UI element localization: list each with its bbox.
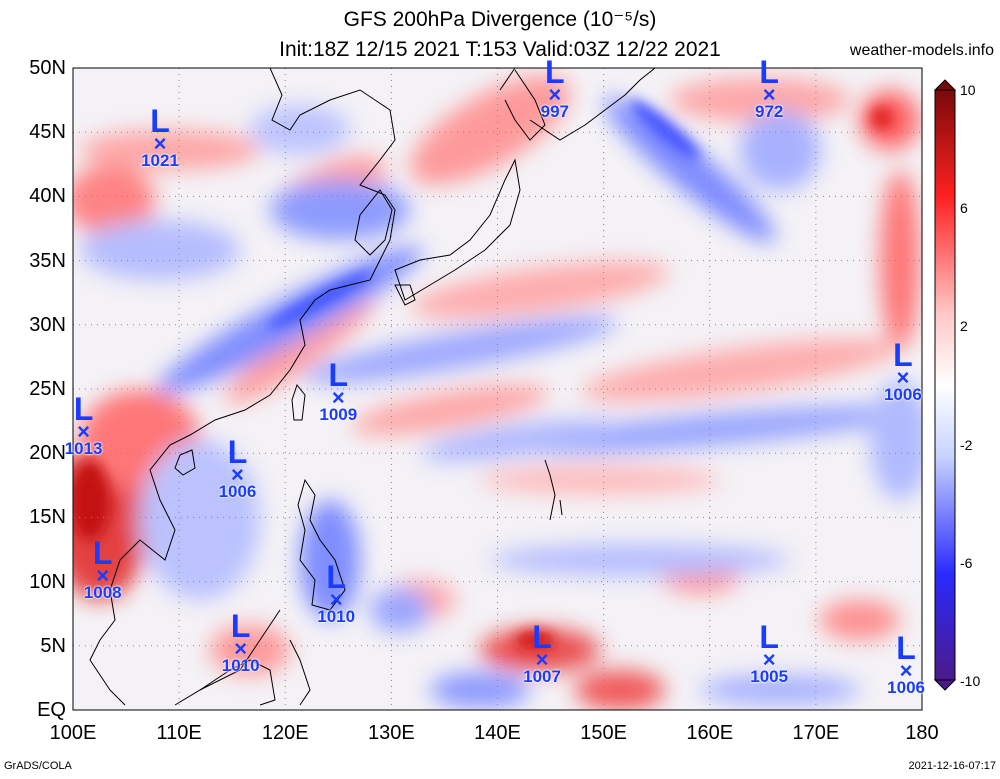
lat-label: 50N	[29, 57, 66, 79]
colorbar-label: -10	[960, 673, 981, 689]
lat-label: 40N	[29, 185, 66, 208]
low-pressure-marker: L × 1009	[298, 357, 378, 425]
lon-label: 110E	[156, 722, 202, 744]
divergence-field	[73, 68, 922, 710]
lat-label: EQ	[37, 699, 66, 721]
lat-label: 45N	[29, 121, 66, 144]
low-pressure-value: 972	[754, 102, 784, 122]
low-symbol: L	[230, 607, 251, 644]
low-symbol: L	[545, 54, 565, 91]
coastlines	[89, 68, 656, 706]
low-pressure-value: 1010	[221, 655, 260, 675]
low-pressure-marker: L × 972	[729, 54, 809, 122]
low-center-icon: ×	[153, 131, 167, 157]
low-pressure-value: 1006	[218, 482, 257, 502]
low-pressure-marker: L × 1006	[866, 629, 946, 697]
credit-left: GrADS/COLA	[4, 760, 72, 772]
low-pressure-marker: L × 1021	[120, 103, 200, 171]
low-pressure-marker: L × 1005	[729, 619, 809, 687]
colorbar-label: 6	[960, 200, 968, 216]
low-symbol: L	[893, 336, 913, 373]
low-pressure-marker: L × 1010	[201, 607, 281, 675]
map-border	[72, 67, 923, 711]
low-symbol: L	[73, 390, 94, 427]
low-symbol: L	[150, 103, 170, 140]
lat-label: 35N	[29, 249, 66, 272]
chart-title: GFS 200hPa Divergence (10⁻⁵/s)	[343, 8, 657, 31]
low-symbol: L	[92, 534, 113, 571]
low-pressure-value: 1007	[523, 667, 561, 687]
low-pressure-marker: L × 997	[515, 54, 595, 122]
low-center-icon: ×	[535, 647, 549, 673]
lat-label: 15N	[29, 506, 66, 529]
lat-label: 25N	[29, 378, 66, 400]
low-pressure-marker: L × 1010	[296, 558, 376, 626]
colorbar	[933, 79, 957, 691]
low-symbol: L	[326, 558, 346, 595]
low-pressure-marker: L × 1008	[63, 534, 143, 602]
colorbar-label: -6	[960, 555, 973, 571]
low-symbol: L	[532, 619, 552, 656]
low-pressure-value: 1008	[83, 582, 122, 602]
credit-right: 2021-12-16-07:17	[908, 760, 996, 772]
lon-label: 180	[905, 722, 939, 744]
low-pressure-value: 1006	[883, 384, 922, 404]
low-symbol: L	[759, 619, 779, 656]
lat-label: 30N	[29, 313, 66, 336]
colorbar-label: -2	[960, 437, 973, 453]
low-center-icon: ×	[96, 562, 110, 588]
low-center-icon: ×	[762, 647, 776, 673]
low-symbol: L	[759, 54, 779, 91]
low-pressure-value: 1009	[319, 405, 358, 425]
low-pressure-value: 1005	[750, 667, 789, 687]
lon-label: 140E	[474, 722, 521, 744]
low-center-icon: ×	[548, 82, 562, 108]
low-symbol: L	[328, 357, 349, 394]
lat-label: 5N	[40, 634, 66, 657]
lat-label: 20N	[29, 442, 66, 465]
low-center-icon: ×	[231, 462, 244, 488]
low-symbol: L	[896, 629, 916, 666]
chart-subtitle: Init:18Z 12/15 2021 T:153 Valid:03Z 12/2…	[279, 38, 721, 61]
lon-label: 130E	[368, 722, 415, 744]
lon-label: 120E	[261, 722, 309, 744]
low-center-icon: ×	[329, 586, 343, 612]
colorbar-label: 2	[960, 318, 968, 334]
low-center-icon: ×	[77, 418, 91, 444]
low-pressure-value: 997	[540, 102, 569, 122]
colorbar-label: 10	[960, 82, 976, 98]
lon-label: 170E	[792, 722, 840, 744]
low-pressure-value: 1021	[141, 151, 179, 171]
site-label: weather-models.info	[849, 42, 994, 59]
low-pressure-value: 1013	[64, 438, 103, 458]
low-pressure-value: 1010	[317, 606, 356, 626]
low-center-icon: ×	[331, 385, 345, 411]
low-symbol: L	[227, 434, 248, 471]
low-pressure-marker: L × 1007	[502, 619, 582, 687]
low-pressure-marker: L × 1006	[197, 434, 277, 502]
low-pressure-marker: L × 1006	[863, 336, 943, 404]
lat-label: 10N	[29, 570, 66, 593]
low-center-icon: ×	[899, 657, 913, 683]
low-center-icon: ×	[762, 82, 776, 108]
low-center-icon: ×	[234, 635, 248, 661]
lon-label: 150E	[580, 722, 627, 744]
low-center-icon: ×	[896, 364, 910, 390]
low-pressure-value: 1006	[887, 677, 925, 697]
low-pressure-marker: L × 1013	[44, 390, 124, 458]
lon-label: 160E	[686, 722, 734, 744]
lon-label: 100E	[49, 722, 97, 744]
